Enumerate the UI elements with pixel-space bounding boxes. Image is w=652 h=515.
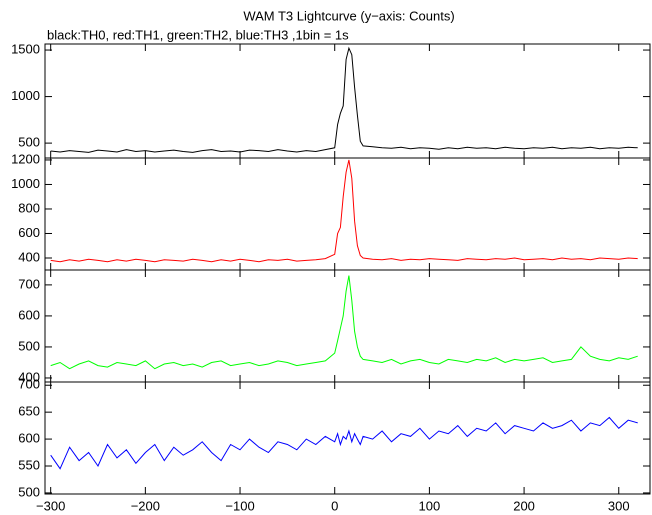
y-tick-label: 500 — [18, 484, 40, 499]
y-tick-label: 600 — [18, 431, 40, 446]
x-tick-label: −100 — [225, 498, 254, 513]
x-tick-label: −200 — [131, 498, 160, 513]
x-tick-label: −300 — [36, 498, 65, 513]
y-tick-label: 400 — [18, 249, 40, 264]
x-tick-label: 100 — [419, 498, 441, 513]
panel-frame — [44, 157, 651, 271]
y-tick-label: 650 — [18, 404, 40, 419]
x-tick-label: 200 — [513, 498, 535, 513]
y-tick-label: 550 — [18, 457, 40, 472]
light-curve — [50, 416, 638, 470]
x-tick-label: 300 — [608, 498, 630, 513]
x-tick-label: 0 — [331, 498, 338, 513]
y-tick-label: 600 — [18, 225, 40, 240]
y-tick-label: 600 — [18, 307, 40, 322]
light-curve — [50, 159, 638, 263]
y-tick-label: 1000 — [11, 88, 40, 103]
y-tick-label: 1000 — [11, 176, 40, 191]
y-tick-label: 500 — [18, 135, 40, 150]
light-curve — [50, 275, 638, 370]
y-tick-label: 1500 — [11, 41, 40, 56]
y-tick-label: 800 — [18, 200, 40, 215]
panel-frame — [44, 381, 651, 495]
panel-frame — [44, 43, 651, 159]
y-tick-label: 700 — [18, 377, 40, 392]
y-tick-label: 1200 — [11, 151, 40, 166]
chart-title: WAM T3 Lightcurve (y−axis: Counts) — [243, 8, 454, 23]
y-tick-label: 700 — [18, 276, 40, 291]
y-tick-label: 500 — [18, 338, 40, 353]
y-tick-label: 400 — [18, 369, 40, 384]
light-curve — [50, 46, 638, 153]
chart-subtitle: black:TH0, red:TH1, green:TH2, blue:TH3 … — [47, 27, 349, 42]
